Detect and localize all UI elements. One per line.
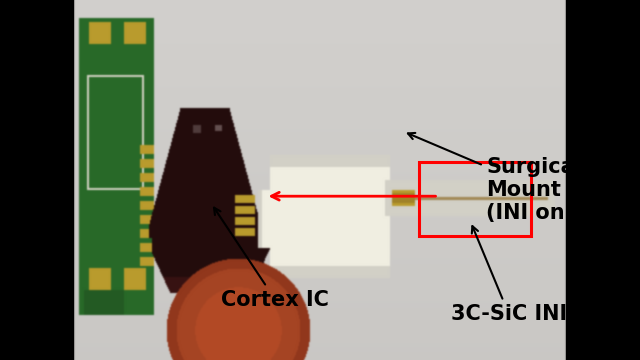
Bar (419, 162, 531, 236)
Text: 3C-SiC INI: 3C-SiC INI (451, 226, 567, 324)
Text: Cortex IC: Cortex IC (214, 208, 329, 310)
Text: Surgical
Mount
(INI only): Surgical Mount (INI only) (408, 133, 595, 223)
